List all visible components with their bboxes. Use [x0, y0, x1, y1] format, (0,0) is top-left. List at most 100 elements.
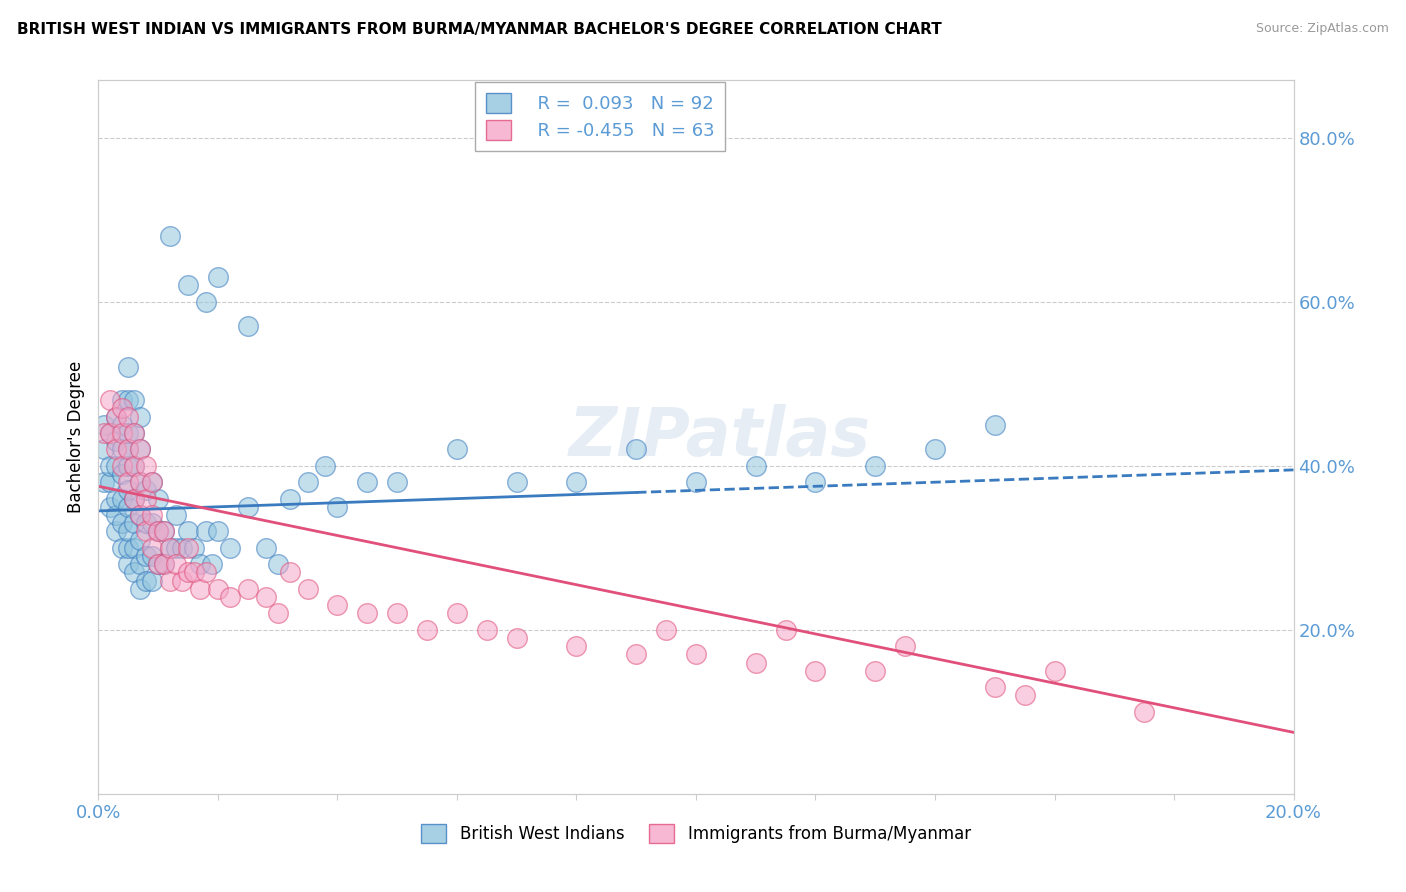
Point: [93, 425, 115, 440]
Point: [385, 607, 409, 621]
Point: [105, 434, 128, 449]
Point: [236, 319, 259, 334]
Point: [129, 442, 152, 457]
Point: [98, 475, 122, 490]
Point: [111, 417, 134, 432]
Text: Source: ZipAtlas.com: Source: ZipAtlas.com: [1256, 22, 1389, 36]
Point: [117, 393, 139, 408]
Point: [124, 458, 146, 473]
Point: [111, 458, 134, 473]
Point: [475, 623, 498, 637]
Point: [117, 541, 139, 555]
Point: [356, 607, 378, 621]
Point: [183, 566, 205, 580]
Point: [98, 425, 122, 440]
Point: [124, 491, 146, 506]
Point: [924, 442, 946, 457]
Point: [188, 582, 211, 596]
Point: [267, 607, 290, 621]
Point: [165, 541, 187, 555]
Point: [219, 541, 242, 555]
Point: [105, 458, 128, 473]
Point: [195, 566, 218, 580]
Point: [278, 491, 301, 506]
Point: [129, 409, 152, 424]
Point: [446, 442, 468, 457]
Point: [165, 508, 187, 522]
Point: [111, 393, 134, 408]
Point: [129, 475, 152, 490]
Point: [129, 582, 152, 596]
Point: [105, 409, 128, 424]
Point: [148, 558, 170, 572]
Point: [804, 664, 827, 678]
Point: [135, 524, 157, 539]
Point: [117, 360, 139, 375]
Point: [98, 393, 122, 408]
Point: [685, 475, 707, 490]
Point: [117, 500, 139, 514]
Point: [685, 648, 707, 662]
Point: [105, 491, 128, 506]
Point: [984, 680, 1007, 694]
Point: [1043, 664, 1066, 678]
Point: [446, 607, 468, 621]
Point: [111, 541, 134, 555]
Point: [105, 442, 128, 457]
Point: [236, 500, 259, 514]
Point: [129, 442, 152, 457]
Point: [159, 541, 181, 555]
Point: [129, 533, 152, 547]
Point: [356, 475, 378, 490]
Point: [111, 425, 134, 440]
Point: [219, 590, 242, 604]
Point: [326, 599, 349, 613]
Point: [111, 401, 134, 416]
Point: [111, 467, 134, 481]
Point: [93, 475, 115, 490]
Point: [195, 294, 218, 309]
Point: [183, 541, 205, 555]
Point: [93, 442, 115, 457]
Point: [117, 442, 139, 457]
Point: [105, 508, 128, 522]
Point: [416, 623, 439, 637]
Point: [98, 458, 122, 473]
Point: [254, 590, 277, 604]
Point: [117, 425, 139, 440]
Point: [865, 458, 887, 473]
Point: [254, 541, 277, 555]
Point: [141, 574, 163, 588]
Point: [117, 475, 139, 490]
Point: [117, 524, 139, 539]
Point: [141, 541, 163, 555]
Text: ZIPatlas: ZIPatlas: [569, 404, 870, 470]
Point: [129, 508, 152, 522]
Point: [124, 491, 146, 506]
Point: [111, 516, 134, 531]
Point: [93, 417, 115, 432]
Point: [148, 524, 170, 539]
Point: [159, 541, 181, 555]
Point: [153, 524, 176, 539]
Point: [135, 516, 157, 531]
Point: [141, 475, 163, 490]
Point: [1133, 705, 1156, 719]
Point: [124, 425, 146, 440]
Point: [148, 491, 170, 506]
Point: [117, 442, 139, 457]
Point: [506, 631, 529, 645]
Point: [105, 524, 128, 539]
Point: [207, 582, 229, 596]
Point: [278, 566, 301, 580]
Point: [124, 425, 146, 440]
Point: [153, 524, 176, 539]
Point: [105, 409, 128, 424]
Point: [111, 491, 134, 506]
Point: [297, 475, 319, 490]
Point: [141, 508, 163, 522]
Point: [135, 574, 157, 588]
Point: [207, 524, 229, 539]
Point: [626, 648, 648, 662]
Point: [159, 574, 181, 588]
